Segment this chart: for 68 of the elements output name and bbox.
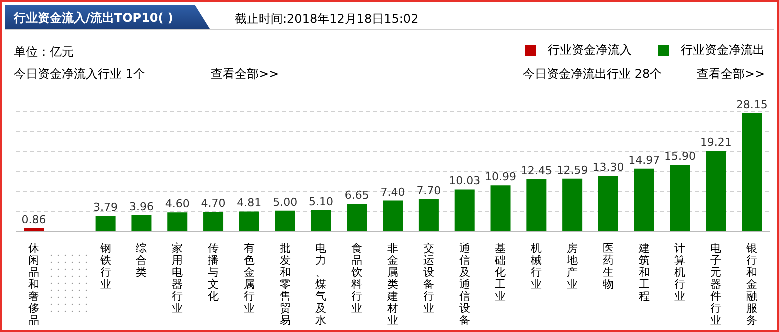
legend-label: 行业资金净流入 (548, 42, 632, 59)
data-label: 10.99 (485, 170, 517, 184)
x-tick-label: 医药生物 (602, 242, 614, 291)
bar (598, 176, 618, 232)
x-tick-label: 传播与文化 (208, 242, 219, 303)
text: 今日资金净流入行业 1个 (14, 66, 146, 83)
data-label: 10.03 (449, 174, 481, 188)
data-label: 4.81 (237, 196, 262, 210)
text: 今日资金净流出行业 28个 (523, 66, 662, 83)
bar (204, 212, 224, 232)
x-tick-label: 食品饮料行业 (350, 242, 363, 315)
x-tick-label: 交运设备行业 (423, 242, 434, 315)
data-label: 5.10 (308, 196, 334, 209)
x-tick-label: 批发和零售贸易 (280, 242, 291, 327)
bar (275, 210, 296, 232)
bar (132, 215, 152, 232)
bar (96, 216, 116, 232)
x-tick-label: 电子元器件行业 (710, 242, 722, 327)
x-tick-label: 通信及通信设备 (459, 242, 470, 327)
x-tick-label: 休闲品和奢侈品 (28, 242, 40, 327)
bar (562, 178, 583, 232)
data-label: 6.65 (344, 188, 370, 202)
bar (670, 164, 690, 232)
bar (383, 200, 404, 232)
x-tick-label: 银行和金融服务 (746, 242, 758, 327)
x-tick-label: 有色金属行业 (244, 242, 255, 315)
data-label: 3.79 (94, 201, 118, 214)
bar (239, 212, 260, 232)
chart-subtitle: 截止时间:2018年12月18日15:02 (235, 11, 419, 28)
bar (526, 180, 547, 232)
text: 查看全部>> (696, 66, 765, 83)
chart-title: 行业资金流入/流出TOP10( ) (14, 10, 174, 27)
bar (742, 113, 762, 232)
data-label: 3.96 (129, 200, 154, 214)
x-tick-label: 非金属类建材业 (386, 242, 398, 327)
x-tick-label: 计算机行业 (674, 242, 686, 303)
x-tick-label: 钢铁行业 (99, 242, 112, 291)
bar (490, 186, 511, 232)
text: 单位：亿元 (14, 44, 74, 61)
x-tick-label: 房地产业 (566, 242, 578, 291)
bar (706, 151, 726, 232)
data-label: 12.45 (520, 164, 552, 178)
x-tick-label: 建筑和工程 (638, 242, 650, 303)
x-tick-label: 家用电器行业 (172, 242, 184, 315)
data-label: 28.15 (736, 98, 768, 112)
data-label: 15.90 (664, 150, 696, 163)
bar (634, 168, 654, 232)
data-label: 7.70 (416, 184, 442, 198)
data-label: 4.60 (165, 198, 190, 211)
data-label: 13.30 (592, 160, 624, 174)
bar (311, 210, 332, 232)
data-label: 19.21 (700, 136, 732, 150)
data-label: 0.86 (22, 213, 46, 226)
data-label: 7.40 (380, 186, 406, 199)
bar (454, 190, 475, 232)
data-label: 5.00 (273, 196, 298, 209)
data-label: 14.97 (628, 154, 660, 167)
legend-label: 行业资金净流出 (681, 42, 765, 59)
text: 查看全部>> (211, 66, 280, 83)
x-tick-label: 综合类 (136, 242, 148, 279)
data-label: 12.59 (556, 164, 588, 177)
x-tick-label: 机械行业 (531, 242, 542, 291)
bar (418, 200, 439, 232)
data-label: 4.70 (201, 197, 226, 210)
x-tick-label: 电力、煤气及水 (316, 242, 327, 327)
x-tick-label: 基础化工业 (494, 242, 506, 303)
bar (168, 212, 188, 232)
bar (347, 204, 368, 232)
